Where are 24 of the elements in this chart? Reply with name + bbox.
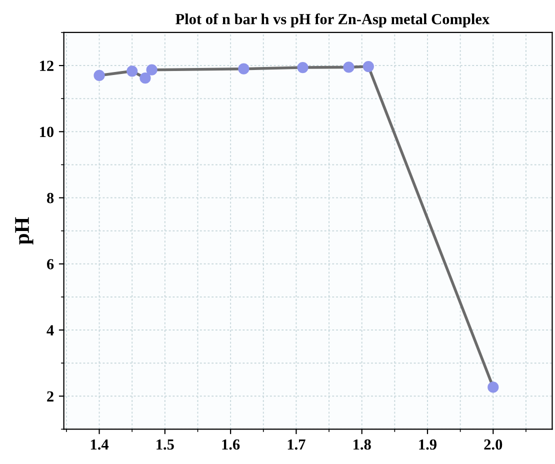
point	[126, 66, 138, 77]
y-tick-label: 12	[40, 60, 54, 71]
x-tick-label: 1.5	[156, 439, 174, 450]
y-axis-title: pH	[15, 217, 34, 244]
chart-title: Plot of n bar h vs pH for Zn-Asp metal Complex	[176, 13, 490, 28]
y-tick-label: 6	[46, 259, 54, 270]
x-tick-label: 2.0	[484, 439, 502, 450]
y-tick-label: 2	[47, 391, 54, 402]
point	[343, 62, 354, 73]
point	[488, 382, 499, 393]
point	[146, 64, 158, 76]
point	[362, 60, 374, 72]
point	[94, 70, 105, 82]
x-tick-label: 1.6	[222, 439, 240, 450]
x-tick-label: 1.7	[288, 439, 306, 450]
y-tick-label: 4	[46, 325, 54, 336]
y-tick-label: 8	[46, 192, 54, 204]
x-tick-label: 1.4	[90, 439, 109, 450]
point	[140, 72, 151, 84]
y-tick-label: 10	[40, 126, 54, 138]
x-tick-label: 1.8	[354, 439, 371, 450]
point	[238, 63, 250, 74]
point	[297, 62, 308, 74]
x-tick-label: 1.9	[419, 439, 436, 450]
